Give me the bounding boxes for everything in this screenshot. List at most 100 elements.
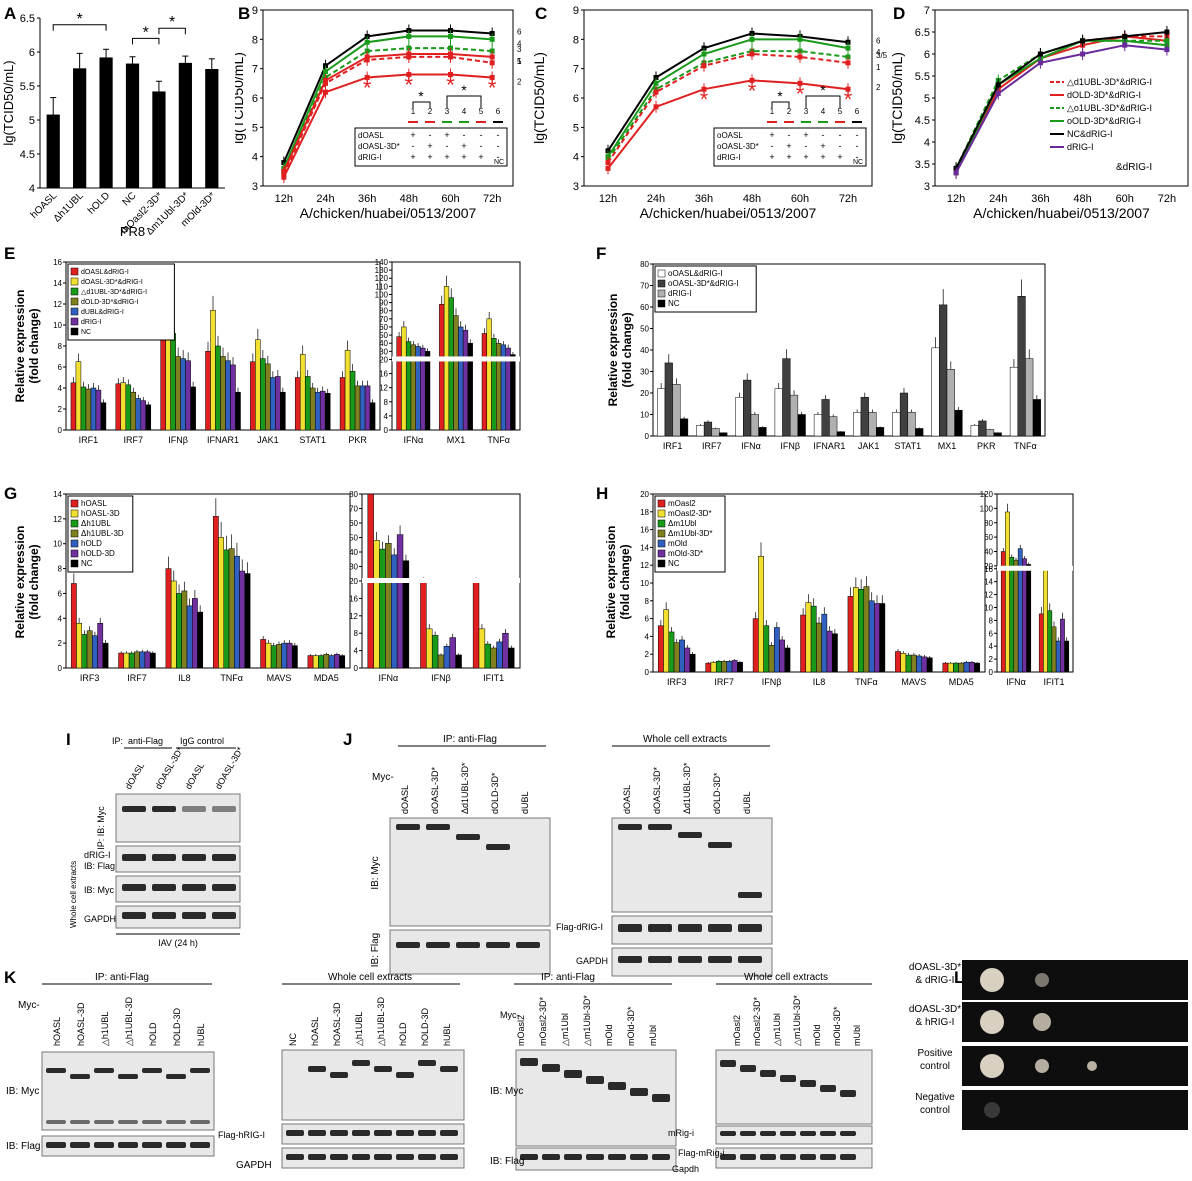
bar-1-4 [726, 661, 733, 673]
legend-box [67, 495, 134, 573]
k-wce-band [308, 1066, 326, 1072]
y-tick-label: 4 [989, 642, 994, 651]
legend-label-1: hOASL-3D [81, 509, 120, 518]
flag-band [426, 942, 450, 948]
bar-7-0 [931, 347, 940, 437]
legend-mark: + [769, 130, 774, 140]
bar-2-3 [768, 645, 775, 673]
legend-mark: - [480, 141, 483, 151]
k-ip-lower [166, 1120, 186, 1124]
panel-label-g: G [4, 484, 18, 503]
legend-mark: + [410, 130, 415, 140]
series-line-1 [282, 35, 493, 169]
legend-nc: NC [853, 159, 863, 166]
bar-1-1 [120, 382, 127, 431]
panel-label-i: I [66, 730, 71, 749]
drig-band [212, 854, 236, 861]
bar-1-0 [115, 383, 122, 431]
legend-mark: - [497, 141, 500, 151]
panel-label-c: C [535, 4, 548, 23]
legend-swatch-6 [657, 559, 666, 568]
bar-0-2 [80, 386, 87, 431]
lane-label: hOLD [398, 1022, 408, 1046]
x-tick-label: IFNα [741, 441, 761, 451]
x-tick-label: STAT1 [894, 441, 921, 451]
x-tick-label: IRF1 [663, 441, 683, 451]
bar-0-2 [81, 634, 88, 669]
panel-label-f: F [596, 244, 607, 263]
x-tick-label: 24h [647, 193, 665, 205]
data-point [749, 51, 755, 57]
bar-8-1 [978, 420, 987, 437]
data-point [489, 60, 495, 66]
note: &dRIG-I [1116, 162, 1152, 173]
x-tick-label: STAT1 [299, 435, 326, 445]
y-tick-label: 60 [379, 323, 388, 332]
row-label: IB: Flag [84, 861, 115, 871]
y-tick-label: 70 [379, 315, 388, 324]
x-tick-label: IFNAR1 [207, 435, 239, 445]
sig-star: * [77, 11, 83, 28]
y-tick-label: 3 [573, 181, 579, 193]
bar-5-1 [312, 655, 319, 669]
bar-1-3 [134, 651, 140, 669]
legend-label-3: Δm1Ubl-3D* [668, 529, 712, 538]
legend-mark: + [786, 141, 791, 151]
series-end-label: 1 [876, 63, 881, 72]
bar-4-5 [286, 642, 293, 669]
k-ip-lower [190, 1120, 210, 1124]
bar-0-2 [405, 341, 412, 431]
x-axis-title: A/chicken/huabei/0513/2007 [640, 205, 817, 221]
y-tick-label: 10 [640, 411, 649, 420]
y-tick-label: 5.5 [20, 81, 35, 93]
y-tick-label: 40 [640, 346, 649, 355]
y-tick-label: 8 [354, 629, 359, 638]
bar-5-1 [299, 354, 306, 431]
ip-band [396, 824, 420, 830]
legend-swatch-1 [70, 509, 79, 518]
x-tick-label: TNFα [1014, 441, 1037, 451]
y-tick-label: 0 [58, 664, 63, 673]
wce-band [708, 842, 732, 848]
bar-8-0 [970, 425, 979, 437]
bar-5-2 [868, 412, 877, 437]
chart-e: 0 2 4 6 8 10 12 14 16 IRF1 IRF7 IFNβ IFNAR1 JAK1 STAT1… [13, 258, 521, 445]
bar-1-1 [426, 628, 433, 669]
x-tick-label: 36h [695, 193, 713, 205]
lane-label: mOasl2 [732, 1015, 742, 1046]
legend-mark: - [497, 152, 500, 162]
ip-band [152, 806, 176, 812]
bar-2-2 [491, 338, 497, 431]
bar-0-1 [663, 609, 670, 673]
y-tick-label: 3 [252, 181, 258, 193]
x-tick-label: 12h [599, 193, 617, 205]
series-end-label: 1 [517, 57, 522, 66]
km-ip-band [564, 1070, 582, 1078]
panel-label-a: A [4, 4, 17, 23]
km-flag-band [564, 1154, 582, 1160]
lane-label: dOASL-3D* [652, 766, 662, 814]
bar-0-1 [76, 623, 83, 669]
k-ip-lower [46, 1120, 66, 1124]
legend-label-2: Δm1Ubl [668, 519, 697, 528]
x-tick-label: 36h [358, 193, 376, 205]
lane-label: mUbl [852, 1025, 862, 1046]
lane-label: mOasl2-3D* [752, 996, 762, 1046]
bar-4-4 [868, 600, 875, 673]
l-colony-mid [1035, 1059, 1049, 1073]
sig-star-red: * [748, 78, 757, 103]
legend-label-5: hOLD-3D [81, 549, 115, 558]
lane-label: △m1Ubl [772, 1013, 782, 1046]
legend-swatch-4 [657, 539, 666, 548]
bar-4-0 [250, 361, 256, 431]
bar-1-2 [448, 297, 454, 431]
series-line-1 [607, 38, 849, 158]
data-point [845, 45, 851, 51]
bar-2-0 [481, 333, 488, 431]
myc-band [182, 884, 206, 891]
x-tick-label: TNFα [487, 435, 510, 445]
bar-1-6 [149, 652, 156, 669]
y-tick-label: 5 [924, 93, 930, 105]
bar-7-2 [946, 369, 955, 437]
x-tick-label: JAK1 [858, 441, 880, 451]
